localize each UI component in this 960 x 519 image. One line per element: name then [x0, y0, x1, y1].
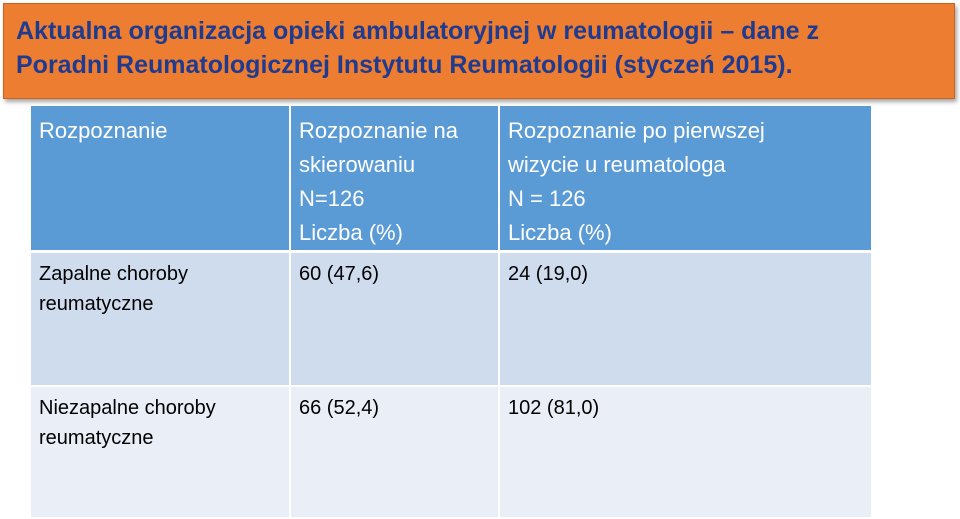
header-referral-diagnosis: Rozpoznanie na skierowaniu N=126 Liczba …	[290, 106, 500, 253]
header-referral-line-1: Rozpoznanie na	[299, 118, 459, 143]
header-referral-line-4: Liczba (%)	[299, 220, 403, 245]
row-label-line-2: reumatyczne	[39, 293, 154, 315]
header-visit-line-2: wizycie u reumatologa	[508, 152, 726, 177]
header-visit-line-4: Liczba (%)	[508, 220, 612, 245]
header-diagnosis-line: Rozpoznanie	[39, 118, 168, 143]
row-label-line-1: Zapalne choroby	[39, 263, 188, 285]
slide-title-box: Aktualna organizacja opieki ambulatoryjn…	[3, 3, 955, 99]
header-referral-line-2: skierowaniu	[299, 152, 416, 177]
row-label-line-1: Niezapalne choroby	[39, 396, 216, 419]
table-row: Zapalne choroby reumatyczne 60 (47,6) 24…	[31, 251, 871, 387]
header-visit-diagnosis: Rozpoznanie po pierwszej wizycie u reuma…	[499, 106, 871, 253]
slide-title: Aktualna organizacja opieki ambulatoryjn…	[16, 14, 944, 82]
table-header-row: Rozpoznanie Rozpoznanie na skierowaniu N…	[31, 106, 871, 253]
slide-title-line-2: Poradni Reumatologicznej Instytutu Reuma…	[16, 51, 793, 79]
cell-visit-noninflammatory: 102 (81,0)	[499, 385, 871, 519]
table-row: Niezapalne choroby reumatyczne 66 (52,4)…	[31, 385, 871, 519]
header-referral-line-3: N=126	[299, 186, 365, 211]
header-visit-line-1: Rozpoznanie po pierwszej	[508, 118, 765, 143]
cell-referral-inflammatory: 60 (47,6)	[290, 251, 500, 387]
diagnosis-table: Rozpoznanie Rozpoznanie na skierowaniu N…	[31, 106, 871, 519]
cell-referral-noninflammatory: 66 (52,4)	[290, 385, 500, 519]
row-label-inflammatory: Zapalne choroby reumatyczne	[31, 251, 291, 387]
row-label-noninflammatory: Niezapalne choroby reumatyczne	[31, 385, 291, 519]
header-visit-line-3: N = 126	[508, 186, 586, 211]
header-diagnosis: Rozpoznanie	[31, 106, 291, 253]
cell-visit-inflammatory: 24 (19,0)	[499, 251, 871, 387]
row-label-line-2: reumatyczne	[39, 426, 154, 449]
slide-title-line-1: Aktualna organizacja opieki ambulatoryjn…	[16, 17, 819, 45]
